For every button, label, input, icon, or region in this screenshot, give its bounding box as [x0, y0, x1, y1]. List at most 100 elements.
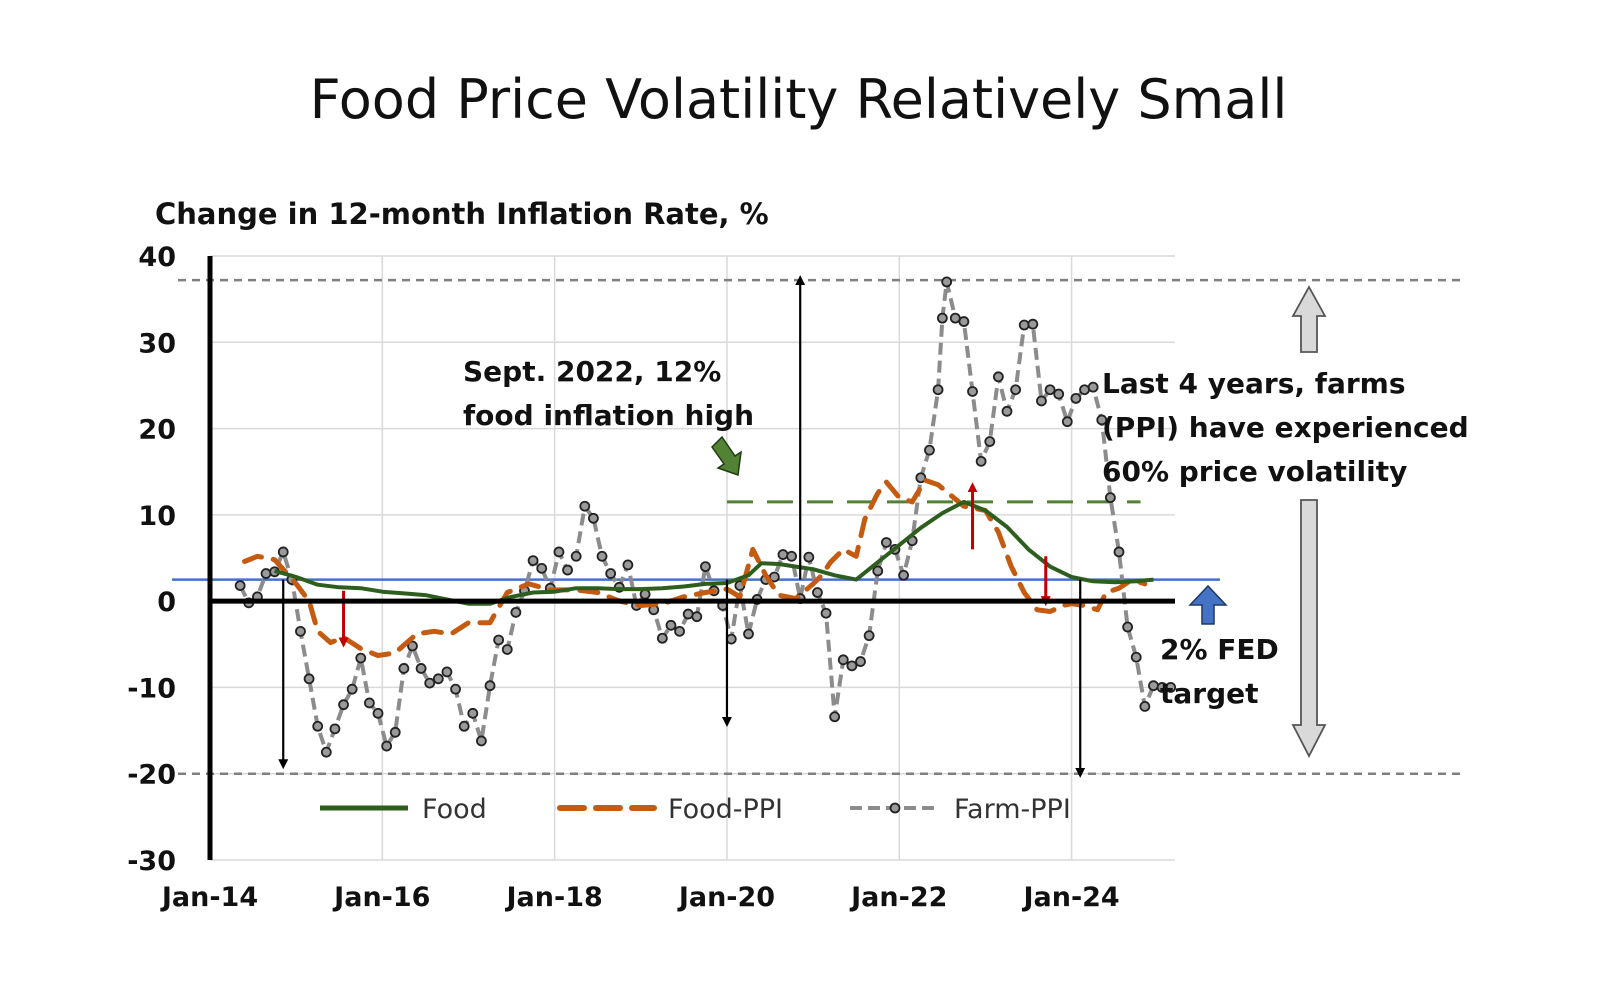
farm-ppi-point [846, 660, 858, 672]
x-tick-label: Jan-20 [677, 882, 775, 913]
farm-ppi-point [579, 500, 591, 512]
farm-ppi-point [346, 683, 358, 695]
farm-ppi-point [1036, 395, 1047, 407]
farm-ppi-point [1018, 319, 1030, 331]
farm-ppi-point [553, 546, 565, 558]
farm-ppi-point [1139, 701, 1151, 712]
farm-ppi-point [372, 707, 384, 719]
annotation-line: (PPI) have experienced [1102, 411, 1469, 444]
farm-ppi-point [527, 555, 539, 566]
farm-ppi-point [674, 625, 685, 637]
volatility-range-arrow-down [1291, 499, 1327, 758]
farm-ppi-point [820, 607, 832, 619]
farm-ppi-point [476, 735, 487, 747]
farm-ppi-point [639, 588, 651, 600]
y-tick-label: -10 [127, 673, 176, 704]
farm-ppi-point [1087, 381, 1099, 393]
annotation-line: Last 4 years, farms [1102, 367, 1406, 400]
farm-ppi-point [493, 634, 505, 646]
farm-ppi-point [510, 606, 522, 618]
farm-ppi-point [1044, 384, 1056, 396]
annotation-farms-volatility: Last 4 years, farms (PPI) have experienc… [1102, 362, 1469, 494]
legend-label: Food [422, 794, 487, 825]
farm-ppi-point [768, 571, 780, 583]
farm-ppi-point [837, 654, 849, 666]
farm-ppi-point [958, 316, 970, 327]
x-tick-label: Jan-22 [849, 882, 947, 913]
farm-ppi-point [381, 740, 393, 752]
farm-ppi-point [234, 580, 246, 592]
farm-ppi-point [303, 673, 315, 685]
farm-ppi-point [260, 568, 272, 579]
farm-ppi-point [407, 640, 418, 652]
farm-ppi-point [682, 608, 694, 620]
farm-ppi-point [1113, 546, 1125, 558]
farm-ppi-point [441, 666, 453, 678]
farm-ppi-point [536, 562, 548, 574]
farm-ppi-point [656, 632, 668, 644]
farm-ppi-point [450, 683, 461, 695]
farm-ppi-point [1079, 384, 1090, 396]
farm-ppi-point [777, 549, 789, 560]
farm-ppi-point [924, 444, 935, 456]
farm-ppi-point [1053, 388, 1065, 400]
farm-ppi-point [338, 699, 349, 711]
legend-label: Food-PPI [668, 794, 783, 825]
farm-ppi-point [829, 711, 841, 723]
farm-ppi-point [1010, 384, 1022, 396]
farm-ppi-point [312, 720, 324, 732]
farm-ppi-point [588, 512, 599, 524]
x-tick-label: Jan-16 [332, 882, 430, 913]
farm-ppi-point [1027, 318, 1039, 330]
series-food-ppi-line [242, 477, 1148, 658]
x-tick-label: Jan-24 [1021, 882, 1119, 913]
farm-ppi-point [984, 436, 996, 447]
farm-ppi-point [562, 564, 573, 576]
y-tick-label: -20 [127, 760, 176, 791]
legend-marker-farm-ppi [889, 802, 901, 814]
farm-ppi-point [880, 537, 892, 548]
farm-ppi-point [501, 644, 513, 655]
farm-ppi-point [1104, 492, 1116, 504]
annotation-fed-target: 2% FED target [1160, 628, 1279, 716]
farm-ppi-point [700, 561, 711, 573]
farm-ppi-point [484, 680, 496, 692]
farm-ppi-point [786, 550, 797, 562]
annotation-sept-2022: Sept. 2022, 12% food inflation high [463, 350, 754, 438]
farm-ppi-point [1130, 651, 1142, 663]
farm-ppi-point [936, 312, 948, 324]
farm-ppi-point [320, 746, 332, 758]
volatility-range-arrow-up [1291, 285, 1327, 353]
farm-ppi-point [432, 673, 444, 685]
farm-ppi-point [605, 568, 617, 579]
farm-ppi-point [975, 455, 987, 467]
farm-ppi-point [424, 677, 436, 689]
farm-ppi-point [941, 276, 953, 288]
farm-ppi-point [1001, 405, 1013, 417]
farm-ppi-point [915, 472, 927, 484]
slide-title: Food Price Volatility Relatively Small [309, 68, 1288, 131]
y-tick-label: -30 [127, 846, 176, 877]
farm-ppi-point [389, 726, 401, 738]
farm-ppi-point [295, 625, 306, 637]
farm-ppi-point [1122, 621, 1134, 633]
farm-ppi-point [1148, 680, 1159, 692]
x-tick-label: Jan-18 [505, 882, 603, 913]
farm-ppi-point [855, 656, 866, 667]
farm-ppi-point [743, 628, 754, 640]
y-tick-label: 0 [157, 587, 176, 618]
farm-ppi-point [992, 371, 1004, 383]
farm-ppi-point [967, 386, 978, 397]
farm-ppi-point [812, 587, 823, 598]
farm-ppi-point [932, 384, 944, 396]
farm-ppi-point [863, 630, 875, 642]
farm-ppi-point [949, 312, 961, 324]
annotation-line: target [1160, 677, 1259, 710]
farm-ppi-point [1165, 682, 1177, 693]
annotation-line: food inflation high [463, 399, 755, 432]
fed-target-arrow [1188, 584, 1228, 625]
annotation-line: Sept. 2022, 12% [463, 355, 722, 388]
green-pointer-arrow [711, 435, 742, 477]
annotation-line: 2% FED [1160, 633, 1279, 666]
farm-ppi-point [398, 663, 410, 674]
